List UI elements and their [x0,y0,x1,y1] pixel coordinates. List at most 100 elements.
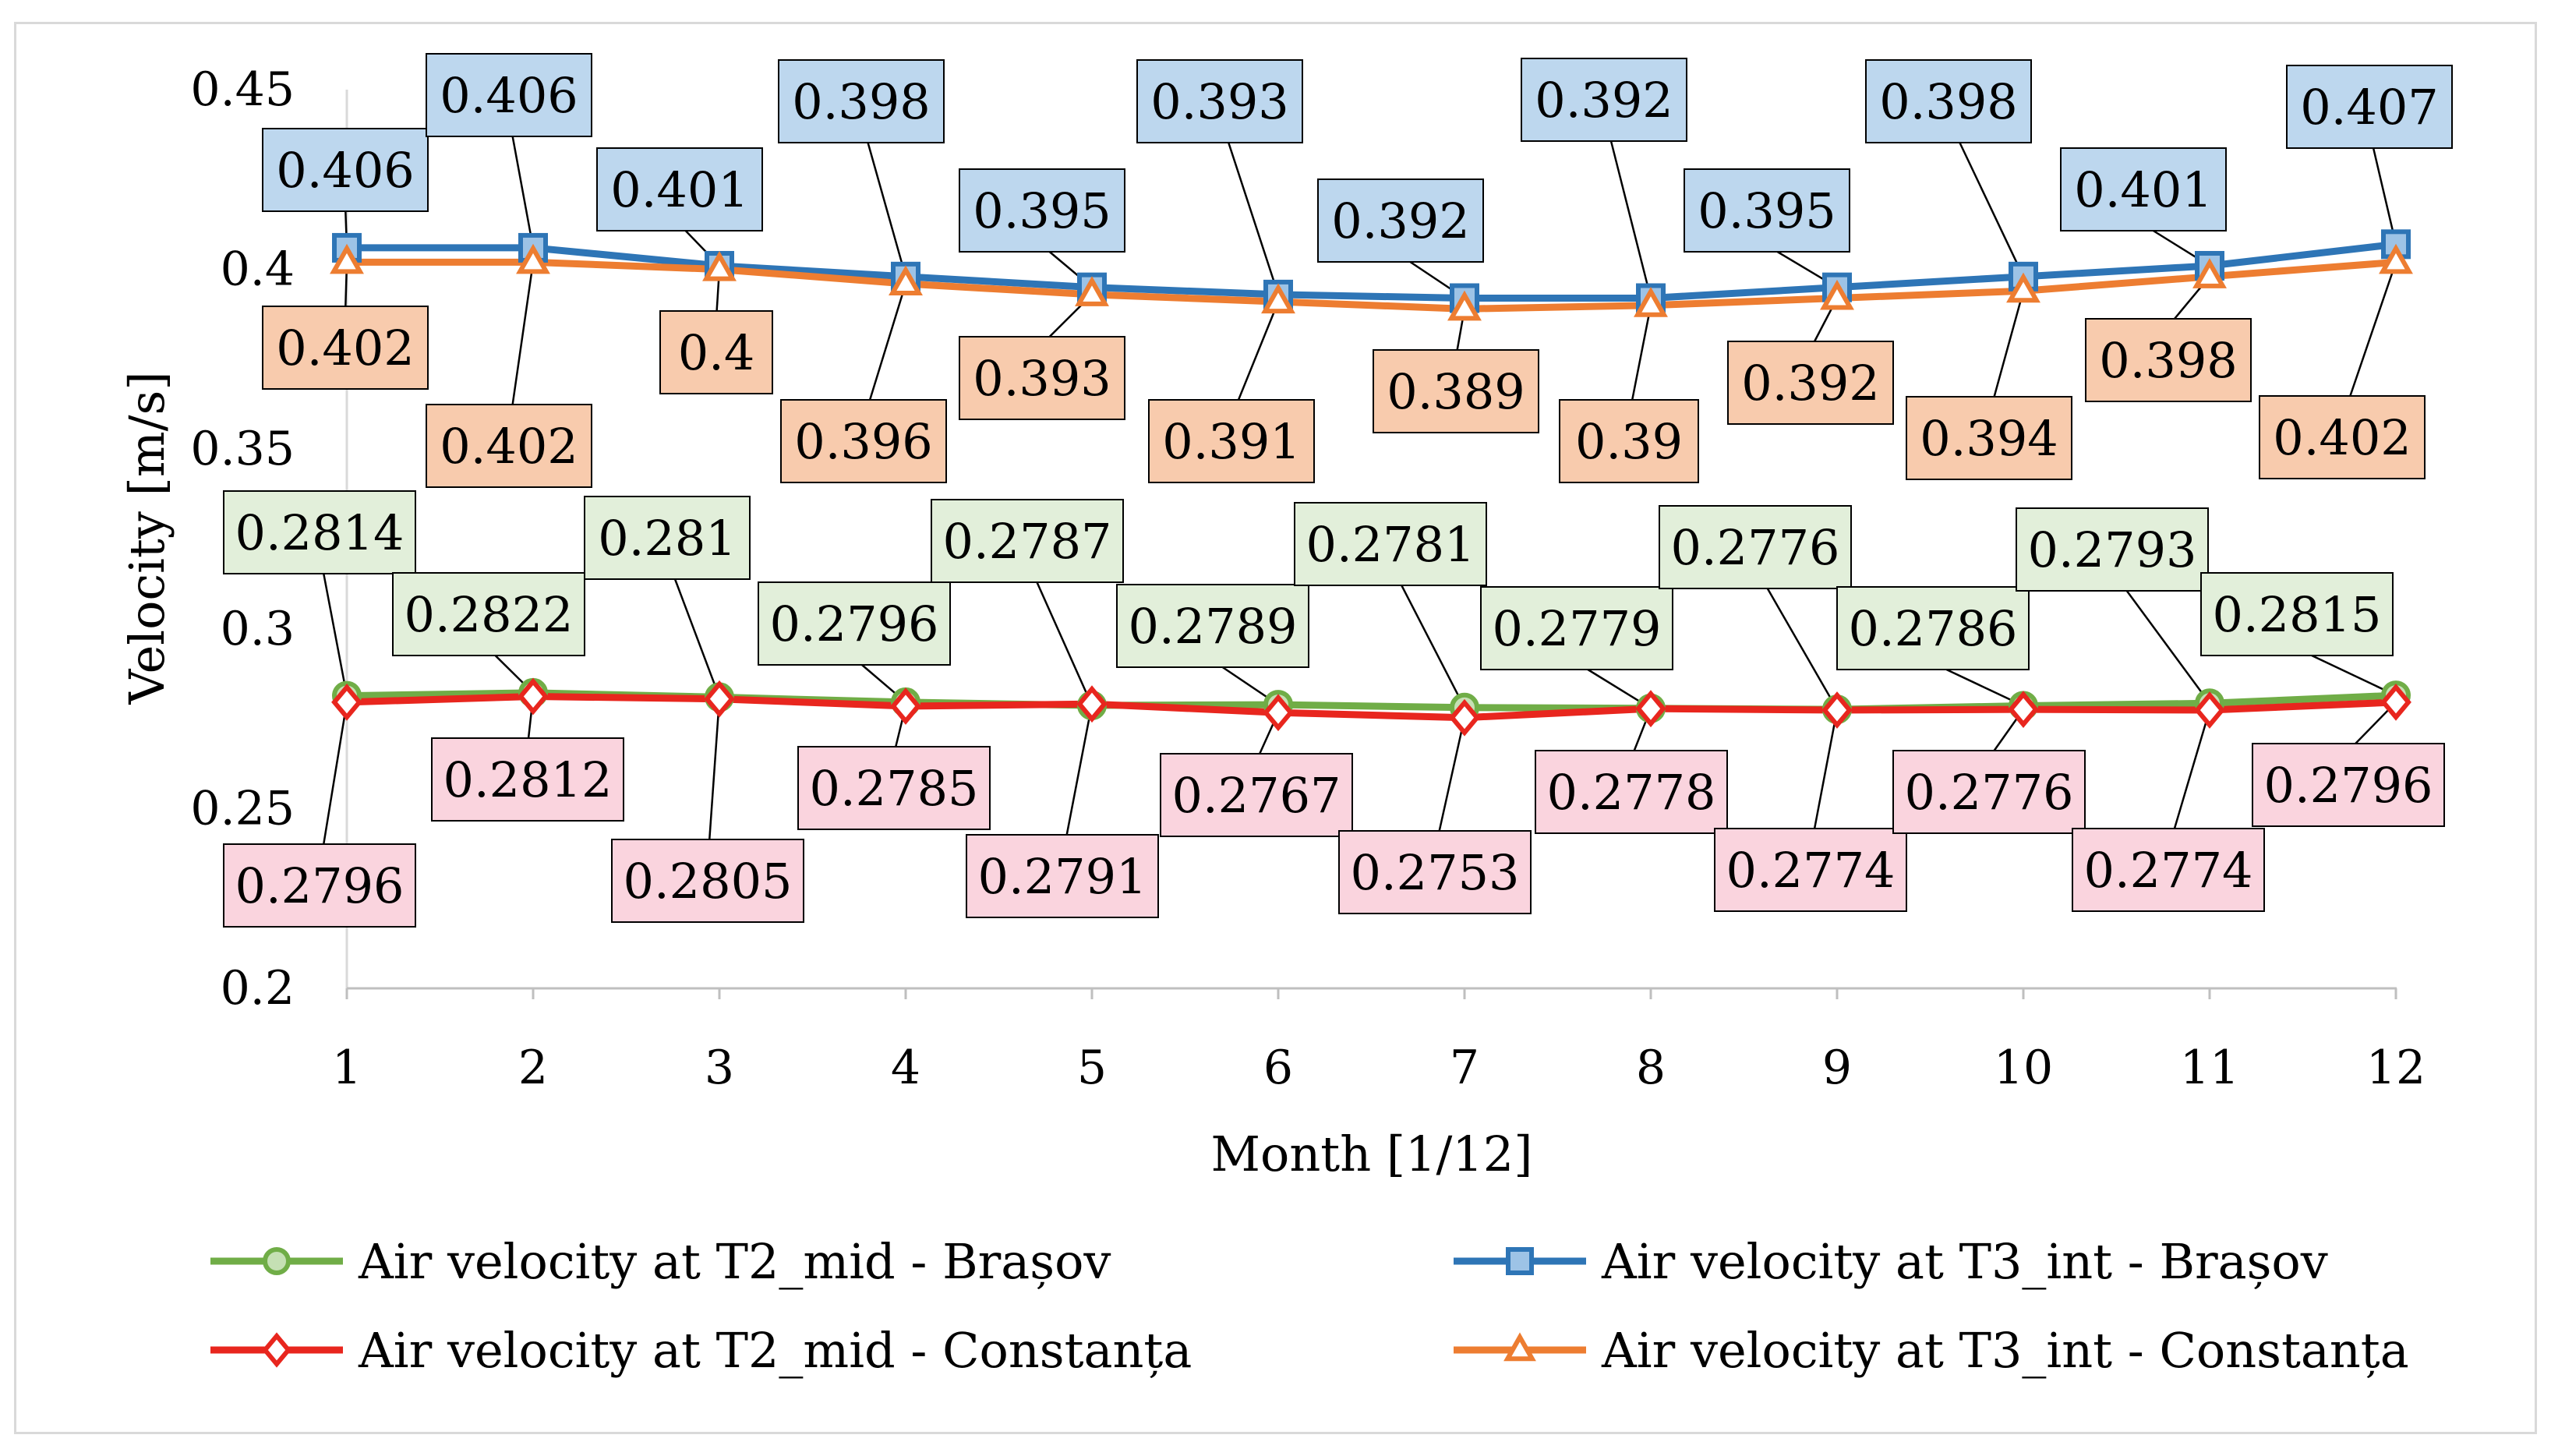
legend-marker [1503,1332,1536,1362]
data-label-box [262,306,429,390]
data-point [1821,691,1853,729]
data-point [2006,272,2040,303]
leader-lines [323,136,2397,845]
data-point [2192,258,2227,288]
data-point [331,683,362,721]
data-label: 0.406 [440,67,578,124]
leader-line [1631,305,1652,401]
data-label: 0.392 [1535,72,1673,129]
data-point [2194,691,2225,729]
leader-line [1228,142,1280,295]
data-label-box [1148,399,1315,483]
data-label-box [2060,147,2227,231]
leader-line [511,136,535,249]
data-label-box [959,168,1125,253]
series-markers [330,229,2413,737]
data-label: 0.393 [1150,73,1289,130]
data-label-box [1727,341,1894,425]
data-label: 0.2791 [978,848,1147,905]
data-label-box [1136,59,1303,143]
series-lines [346,240,2397,722]
data-label-box [584,496,751,580]
leader-line [1993,290,2025,398]
data-label: 0.406 [276,142,415,199]
legend-label: Air velocity at T3_int - Brașov [1601,1233,2328,1290]
data-label-box [1521,58,1687,142]
data-point [1263,694,1294,732]
leader-line [867,142,907,277]
y-tick-label: 0.2 [221,961,295,1016]
legend-label: Air velocity at T3_int - Constanța [1601,1322,2409,1379]
x-tick-label: 4 [891,1041,920,1095]
data-label-box [426,404,592,488]
leader-line [323,701,348,845]
data-label: 0.2814 [235,504,405,561]
data-point [1820,279,1854,310]
data-label-box [596,147,763,231]
data-label-box [1684,168,1850,253]
data-label-box [611,839,804,923]
data-label: 0.2774 [2084,842,2253,899]
leader-line [1959,142,2025,277]
data-label-box [778,59,945,143]
leader-line [1237,301,1280,401]
data-point [516,243,550,274]
y-tick-labels: 0.2 0.25 0.3 0.35 0.4 0.45 [190,62,295,1016]
data-point [330,243,364,274]
data-point [1447,290,1482,321]
data-label: 0.392 [1741,355,1880,412]
data-label: 0.2822 [405,586,574,643]
data-label-box [780,399,947,483]
data-label: 0.398 [1879,73,2018,130]
data-label-box [1714,828,1907,912]
data-label-box [1865,59,2032,143]
data-label: 0.4 [678,324,755,381]
data-label: 0.2781 [1306,516,1475,573]
data-label: 0.395 [973,182,1111,239]
data-label: 0.401 [2074,161,2213,218]
leader-line [2372,147,2397,245]
y-tick-label: 0.35 [190,422,295,476]
data-label-box [2200,572,2394,656]
y-tick-label: 0.45 [190,62,295,117]
x-tick-label: 10 [1994,1041,2053,1095]
leader-line [2125,590,2211,705]
x-tick-label: 8 [1636,1041,1666,1095]
data-label-box [659,310,773,394]
data-point [518,677,549,716]
data-label-box [1116,584,1309,668]
leader-line [2173,709,2211,829]
x-tick-label: 3 [705,1041,734,1095]
leader-line [1813,709,1839,829]
data-label: 0.2779 [1493,600,1662,657]
data-point [704,680,735,718]
data-label: 0.2785 [810,760,979,817]
data-label: 0.2767 [1172,767,1341,824]
data-point [702,250,737,281]
legend-marker [263,1247,291,1275]
leader-line [868,283,907,401]
data-label: 0.407 [2300,79,2439,136]
data-label-box [1317,178,1484,263]
data-label-box [1535,750,1728,834]
data-point [890,687,921,725]
y-tick-label: 0.4 [221,242,295,297]
data-label: 0.394 [1920,410,2058,467]
data-point [1635,690,1666,728]
data-label-box [2072,828,2265,912]
data-label: 0.389 [1387,363,1525,420]
leader-line [323,573,348,696]
legend-label: Air velocity at T2_mid - Brașov [358,1233,1111,1290]
data-label: 0.401 [610,161,749,218]
data-label-box [966,834,1159,918]
data-point [1076,685,1108,723]
data-label-box [2085,318,2252,402]
data-label-box [931,499,1124,583]
x-tick-label: 1 [332,1041,362,1095]
data-label: 0.392 [1331,193,1470,249]
data-label: 0.391 [1162,413,1301,470]
y-tick-label: 0.25 [190,781,295,836]
legend-label: Air velocity at T2_mid - Constanța [358,1322,1192,1379]
data-label-box [2016,507,2209,592]
data-label-box [223,843,416,928]
